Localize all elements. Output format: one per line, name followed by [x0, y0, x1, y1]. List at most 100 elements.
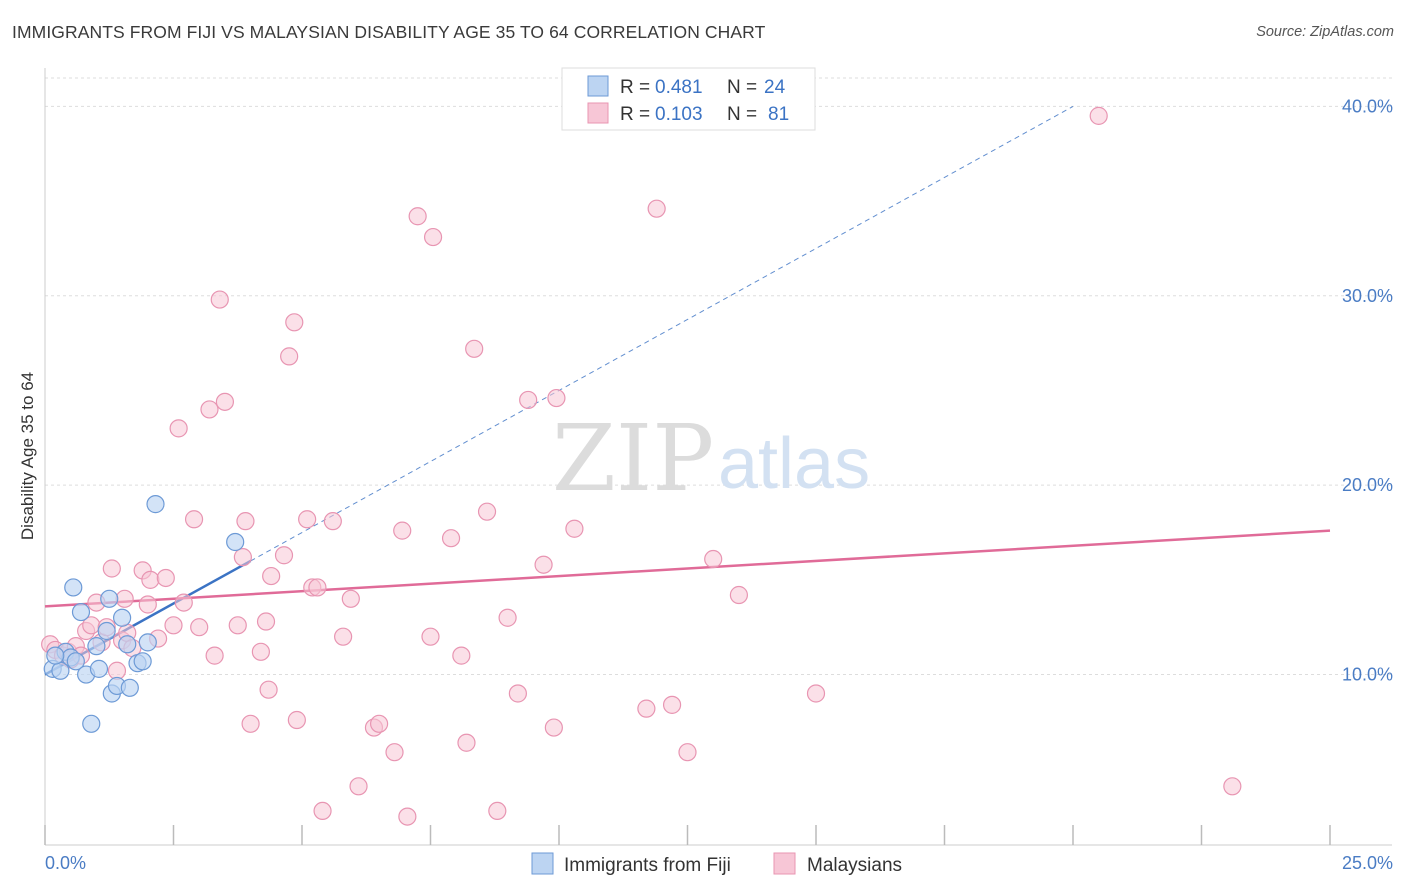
malaysians-point [637, 699, 656, 718]
fiji-point [133, 652, 152, 671]
fiji-point [120, 678, 139, 697]
malaysians-point [457, 733, 476, 752]
fiji-point [112, 608, 132, 627]
malaysians-point [465, 339, 484, 358]
malaysians-point [647, 199, 666, 218]
legend-malaysians-n-label: N = [727, 104, 757, 125]
malaysians-point [349, 777, 368, 796]
chart-title: IMMIGRANTS FROM FIJI VS MALAYSIAN DISABI… [12, 22, 766, 42]
malaysians-point [421, 627, 440, 646]
fiji-trend-extension [250, 105, 1074, 562]
legend-malaysians-n-value: 81 [768, 104, 789, 125]
malaysians-point [508, 684, 527, 703]
malaysians-point [806, 684, 826, 703]
malaysians-point [423, 227, 443, 247]
fiji-point [46, 646, 65, 665]
malaysians-point [1223, 777, 1242, 796]
malaysians-point [205, 646, 224, 665]
fiji-point [87, 637, 106, 656]
fiji-point [82, 714, 101, 733]
malaysians-point [190, 618, 209, 637]
malaysians-point [184, 510, 204, 529]
malaysians-point [547, 388, 566, 408]
malaysians-point [210, 290, 229, 309]
top-legend: R = 0.481 N = 24 R = 0.103 N = 81 [561, 67, 816, 131]
y-tick-label: 20.0% [1342, 475, 1393, 495]
malaysians-point [259, 680, 278, 699]
fiji-point [97, 621, 116, 641]
malaysians-point [519, 390, 538, 410]
malaysians-point [174, 593, 193, 612]
legend-malaysians-r-value: 0.103 [655, 104, 703, 125]
fiji-points [43, 495, 245, 733]
grid-lines [45, 77, 1392, 676]
malaysians-point [323, 512, 342, 531]
legend-malaysians-r-label: R = [620, 104, 650, 125]
malaysians-point [488, 801, 507, 821]
bottom-legend-swatch-fiji [531, 852, 554, 875]
legend-fiji-n-label: N = [727, 77, 757, 98]
axes [44, 68, 1392, 846]
fiji-point [226, 532, 245, 552]
fiji-point [118, 635, 137, 654]
malaysians-point [274, 546, 294, 565]
fiji-point [66, 652, 85, 671]
malaysians-point [544, 718, 563, 737]
malaysians-point [729, 585, 749, 605]
malaysians-point [215, 392, 234, 411]
bottom-legend-swatch-malaysians [773, 852, 796, 875]
y-axis-label: Disability Age 35 to 64 [18, 372, 37, 540]
malaysians-point [251, 642, 270, 661]
malaysians-point [398, 807, 417, 826]
malaysians-point [565, 519, 584, 538]
malaysians-point [477, 502, 497, 521]
y-tick-label: 30.0% [1342, 286, 1393, 306]
malaysians-point [678, 743, 697, 762]
malaysians-point [441, 529, 461, 548]
legend-fiji-r-value: 0.481 [655, 77, 703, 98]
bottom-legend: Immigrants from Fiji Malaysians [531, 852, 902, 876]
malaysians-point [287, 710, 306, 730]
malaysians-point [115, 589, 134, 608]
malaysians-point [341, 589, 360, 608]
fiji-point [89, 659, 109, 678]
malaysians-point [169, 419, 188, 438]
malaysians-point [156, 568, 175, 588]
x-tick-label: 0.0% [45, 853, 86, 873]
malaysians-point [298, 510, 317, 529]
malaysians-point [662, 695, 682, 714]
malaysians-point [236, 512, 255, 531]
x-tick-label: 25.0% [1342, 853, 1393, 873]
y-tick-label: 10.0% [1342, 665, 1393, 685]
fiji-point [100, 589, 119, 608]
malaysians-point [1089, 106, 1108, 125]
fiji-point [146, 495, 165, 514]
legend-swatch-fiji [587, 75, 609, 97]
bottom-legend-fiji-label: Immigrants from Fiji [564, 855, 731, 876]
malaysians-point [308, 578, 327, 597]
malaysians-point [408, 207, 427, 226]
legend-swatch-malaysians [587, 102, 609, 124]
malaysians-point [498, 608, 517, 627]
y-tick-label: 40.0% [1342, 96, 1393, 116]
fiji-point [64, 578, 83, 597]
malaysians-point [534, 555, 553, 574]
malaysians-point [164, 616, 183, 635]
malaysians-point [233, 548, 252, 567]
malaysians-point [334, 627, 353, 646]
legend-fiji-r-label: R = [620, 77, 650, 98]
malaysians-point [704, 549, 723, 569]
malaysians-point [385, 743, 404, 762]
malaysians-point [138, 595, 157, 614]
malaysians-point [285, 313, 304, 332]
malaysians-point [280, 347, 299, 366]
watermark: ZIP atlas [552, 405, 870, 512]
malaysians-point [370, 714, 389, 733]
malaysians-point [262, 566, 281, 586]
malaysians-point [107, 661, 127, 680]
malaysians-point [228, 616, 247, 635]
malaysians-point [452, 646, 471, 665]
malaysians-point [313, 801, 332, 821]
trend-lines [44, 105, 1331, 676]
